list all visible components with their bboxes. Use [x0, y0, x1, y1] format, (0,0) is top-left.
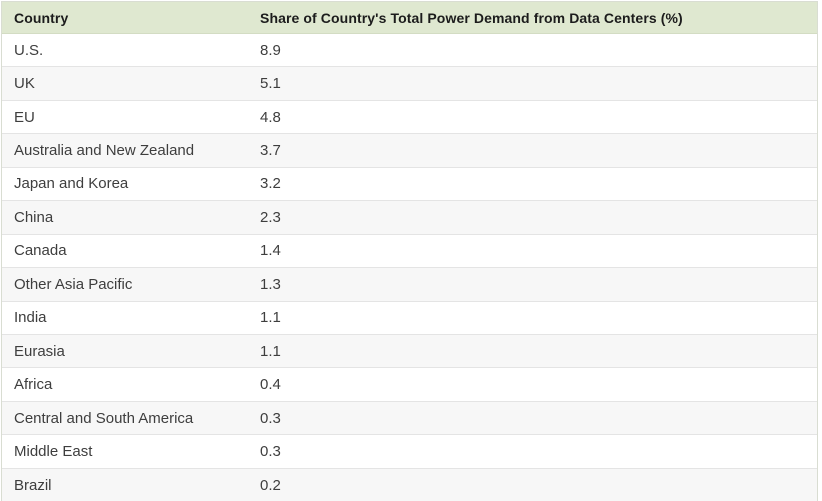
value-cell: 2.3	[260, 208, 281, 226]
value-cell: 8.9	[260, 41, 281, 59]
table-row: Australia and New Zealand 3.7	[2, 134, 817, 168]
value-cell: 1.1	[260, 342, 281, 360]
country-cell: Japan and Korea	[14, 175, 129, 193]
value-cell: 1.4	[260, 242, 281, 260]
country-cell: Brazil	[14, 476, 52, 494]
country-cell: India	[14, 309, 47, 327]
table-row: India 1.1	[2, 301, 817, 335]
country-cell: Central and South America	[14, 409, 194, 427]
table-row: Brazil 0.2	[2, 468, 817, 501]
table-row: Central and South America 0.3	[2, 401, 817, 436]
country-cell: Africa	[14, 376, 53, 394]
value-cell: 5.1	[260, 75, 281, 93]
value-cell: 0.2	[260, 476, 281, 494]
country-cell: EU	[14, 108, 35, 126]
country-cell: Australia and New Zealand	[14, 142, 195, 160]
value-cell: 3.7	[260, 142, 281, 160]
table-row: China 2.3	[2, 201, 817, 235]
value-cell: 0.3	[260, 409, 281, 427]
country-cell: U.S.	[14, 41, 44, 59]
country-cell: Eurasia	[14, 342, 65, 360]
table-row: Middle East 0.3	[2, 435, 817, 469]
table-header-row: Country Share of Country's Total Power D…	[2, 2, 817, 34]
country-cell: Canada	[14, 242, 67, 260]
table-row: U.S. 8.9	[2, 34, 817, 68]
table-row: Other Asia Pacific 1.3	[2, 268, 817, 302]
table-body: U.S. 8.9 UK 5.1 EU 4.8 Australia and New…	[2, 34, 817, 501]
column-header-share: Share of Country's Total Power Demand fr…	[260, 9, 683, 26]
table-row: Africa 0.4	[2, 368, 817, 402]
value-cell: 0.4	[260, 376, 281, 394]
table-row: Eurasia 1.1	[2, 334, 817, 369]
value-cell: 0.3	[260, 442, 281, 460]
table-row: Canada 1.4	[2, 234, 817, 269]
column-header-country: Country	[14, 9, 69, 26]
value-cell: 1.1	[260, 309, 281, 327]
country-cell: Middle East	[14, 442, 93, 460]
country-cell: China	[14, 208, 54, 226]
value-cell: 1.3	[260, 275, 281, 293]
table-row: UK 5.1	[2, 67, 817, 101]
value-cell: 3.2	[260, 175, 281, 193]
value-cell: 4.8	[260, 108, 281, 126]
table-row: EU 4.8	[2, 100, 817, 135]
country-cell: UK	[14, 75, 35, 93]
table-row: Japan and Korea 3.2	[2, 167, 817, 202]
country-cell: Other Asia Pacific	[14, 275, 133, 293]
